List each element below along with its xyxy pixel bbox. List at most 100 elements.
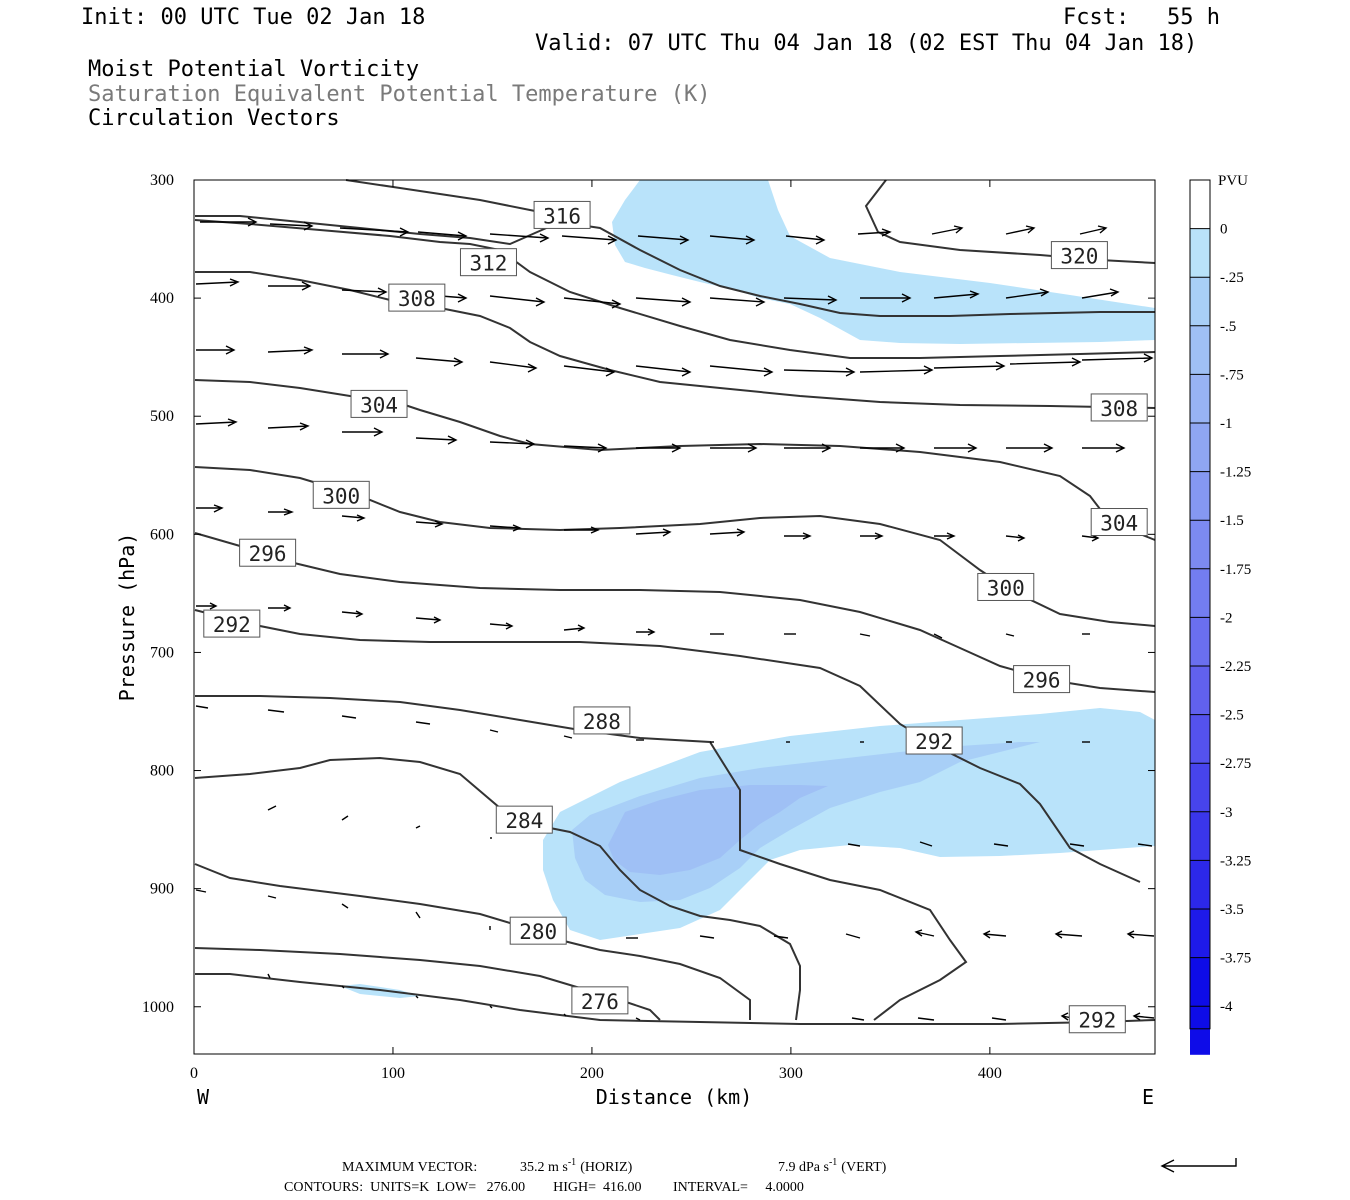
field-title-mpv: Moist Potential Vorticity bbox=[88, 57, 420, 82]
colorbar-swatch bbox=[1190, 860, 1210, 909]
colorbar-swatch bbox=[1190, 909, 1210, 958]
contour-label-box bbox=[495, 805, 553, 834]
colorbar-label: -1 bbox=[1220, 416, 1233, 432]
vector-arrow bbox=[859, 365, 934, 375]
vector-arrow bbox=[1069, 843, 1085, 847]
contour-line bbox=[195, 973, 1156, 1025]
colorbar-swatch bbox=[1190, 957, 1210, 1007]
vector-arrow bbox=[267, 895, 277, 899]
colorbar-label: -2 bbox=[1220, 610, 1233, 626]
contour-label: 292 bbox=[905, 726, 963, 755]
colorbar-label: -4 bbox=[1220, 999, 1233, 1015]
colorbar-swatch bbox=[1190, 471, 1210, 521]
vector-arrow bbox=[857, 228, 892, 237]
init-time: Init: 00 UTC Tue 02 Jan 18 bbox=[81, 5, 426, 30]
contour-label-box bbox=[1090, 393, 1148, 422]
field-title-theta-es: Saturation Equivalent Potential Temperat… bbox=[88, 82, 711, 107]
vector-arrow bbox=[415, 616, 442, 624]
vector-arrow bbox=[415, 995, 419, 999]
vector-arrow bbox=[783, 367, 856, 377]
vector-arrow bbox=[268, 281, 312, 291]
contour-label-text: 292 bbox=[915, 730, 953, 754]
contour-label-box bbox=[977, 572, 1035, 601]
vector-arrow bbox=[847, 843, 861, 847]
contour-label-box bbox=[388, 283, 446, 312]
vector-arrow bbox=[635, 365, 692, 377]
colorbar-swatch bbox=[1190, 277, 1210, 326]
vector-arrow bbox=[489, 622, 514, 630]
vector-arrow bbox=[933, 633, 943, 639]
vector-arrow bbox=[991, 1017, 1007, 1021]
contour-line bbox=[345, 179, 541, 213]
x-tick-label: 200 bbox=[580, 1065, 604, 1082]
vector-arrow bbox=[636, 628, 656, 636]
contour-label-text: 276 bbox=[581, 990, 619, 1014]
vector-arrow bbox=[860, 532, 884, 540]
vector-arrow bbox=[934, 532, 956, 540]
contour-label: 288 bbox=[573, 706, 631, 735]
vector-arrow bbox=[919, 841, 933, 847]
colorbar-swatch bbox=[1190, 763, 1210, 812]
contour-label-box bbox=[571, 986, 629, 1015]
colorbar-label: -2.25 bbox=[1220, 659, 1251, 675]
colorbar-swatch bbox=[1190, 228, 1210, 278]
x-tick-label: 400 bbox=[978, 1065, 1002, 1082]
vector-arrow bbox=[268, 604, 292, 612]
contours-info: CONTOURS: UNITS=K LOW= 276.00 HIGH= 416.… bbox=[284, 1180, 804, 1195]
colorbar-label: -3.25 bbox=[1220, 853, 1251, 869]
pv-shading bbox=[340, 180, 1155, 998]
contour-label-text: 280 bbox=[519, 920, 557, 944]
vector-arrow bbox=[339, 227, 410, 237]
vector-arrow bbox=[859, 633, 871, 637]
vector-arrow bbox=[1137, 843, 1153, 847]
vector-arrow bbox=[563, 624, 586, 632]
contour-label-box bbox=[1050, 241, 1108, 270]
vector-arrow bbox=[635, 528, 672, 537]
x-axis-title: Distance (km) bbox=[596, 1085, 753, 1109]
vector-arrow bbox=[267, 709, 285, 713]
vector-arrow bbox=[635, 297, 692, 307]
reference-vector bbox=[1160, 1158, 1237, 1173]
vector-arrow bbox=[561, 235, 618, 245]
y-tick-label: 900 bbox=[150, 881, 174, 898]
contour-label: 280 bbox=[509, 916, 567, 945]
vector-arrow bbox=[196, 602, 218, 610]
contour-label: 320 bbox=[1050, 241, 1108, 270]
colorbar-label: -.75 bbox=[1220, 367, 1244, 383]
contour-line bbox=[194, 219, 1156, 359]
colorbar-label: -.25 bbox=[1220, 270, 1244, 286]
colorbar-swatch bbox=[1190, 666, 1210, 715]
colorbar-label: -3.75 bbox=[1220, 951, 1251, 967]
contour-label-box bbox=[350, 389, 408, 418]
colorbar-label: -2.5 bbox=[1220, 708, 1244, 724]
contour-label-text: 300 bbox=[322, 484, 360, 508]
contour-label-box bbox=[509, 916, 567, 945]
vector-arrow bbox=[268, 508, 294, 516]
contour-label-box bbox=[1090, 508, 1148, 537]
vector-arrow bbox=[195, 705, 209, 709]
y-tick-label: 800 bbox=[150, 763, 174, 780]
vector-arrow bbox=[917, 1017, 935, 1021]
vector-arrow bbox=[1006, 443, 1054, 453]
vector-arrow bbox=[415, 721, 431, 725]
contour-label-box bbox=[239, 538, 297, 567]
contour-label: 308 bbox=[1090, 393, 1148, 422]
y-tick-label: 1000 bbox=[142, 999, 174, 1016]
vector-arrow bbox=[1126, 930, 1155, 939]
contour-label: 300 bbox=[312, 480, 370, 509]
vector-arrow bbox=[342, 427, 384, 437]
vector-arrow bbox=[195, 278, 240, 287]
contour-label-text: 300 bbox=[987, 576, 1025, 600]
vector-arrow bbox=[415, 357, 464, 367]
max-vector-label: MAXIMUM VECTOR: bbox=[342, 1160, 477, 1175]
vector-arrow bbox=[563, 297, 622, 309]
x-right-direction: E bbox=[1142, 1085, 1154, 1109]
vector-arrow bbox=[200, 217, 258, 227]
contour-line bbox=[864, 179, 1156, 264]
vector-arrow bbox=[1054, 930, 1083, 939]
vector-arrow bbox=[489, 295, 546, 307]
colorbar-label: -1.25 bbox=[1220, 465, 1251, 481]
vector-arrow bbox=[635, 1017, 641, 1021]
colorbar-label: -3.5 bbox=[1220, 902, 1244, 918]
vector-arrow bbox=[563, 443, 608, 453]
